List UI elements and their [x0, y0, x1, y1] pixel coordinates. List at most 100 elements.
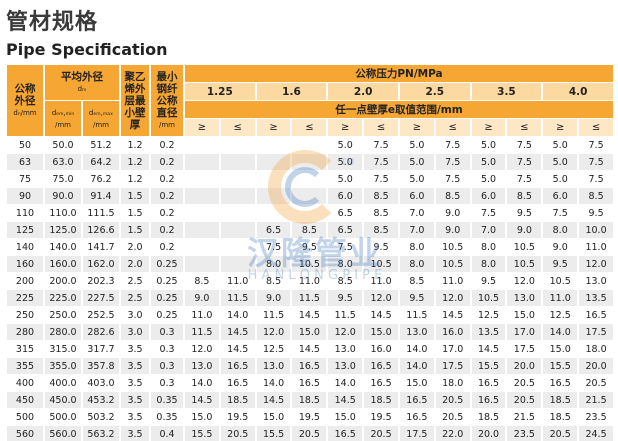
cell: 8.5	[364, 222, 398, 238]
cell: 5.0	[328, 137, 363, 153]
cell: 15.0	[256, 409, 291, 425]
cell: 1.2	[121, 137, 149, 153]
cell: 1.2	[121, 154, 149, 170]
cell: 0.35	[151, 409, 183, 425]
cell: 317.7	[83, 341, 119, 357]
cell: 14.0	[399, 358, 434, 374]
cell: 16.5	[292, 375, 327, 391]
cell: 16.5	[364, 358, 398, 374]
cell: 12.5	[256, 341, 291, 357]
cell: 0.3	[151, 375, 183, 391]
cell: 8.0	[256, 256, 291, 272]
body-row: 355 355.0 357.8 3.5 0.3 13.0 16.5 13.0 16.5 13.0 1…	[7, 358, 613, 374]
empty-cell	[220, 154, 255, 170]
cell: 0.4	[151, 426, 183, 441]
cell: 13.0	[185, 358, 219, 374]
cell: 315.0	[45, 341, 81, 357]
cell: 5.0	[471, 137, 506, 153]
header-row: 1.25 1.6 2.0 2.5 3.5 4.0	[7, 83, 613, 100]
cell: 22.0	[435, 426, 470, 441]
cell: 14.5	[292, 341, 327, 357]
cell: 16.5	[399, 392, 434, 408]
cell: 17.5	[579, 324, 613, 340]
cell: 141.7	[83, 239, 119, 255]
cell: 503.2	[83, 409, 119, 425]
body-row: 280 280.0 282.6 3.0 0.3 11.5 14.5 12.0 15.0 12.0 1…	[7, 324, 613, 340]
cell: 16.5	[471, 375, 506, 391]
cell: 0.2	[151, 222, 183, 238]
cell: 7.5	[543, 205, 578, 221]
cell: 10.0	[579, 222, 613, 238]
header-text: 平均外径	[61, 70, 103, 83]
cell: 14.5	[220, 324, 255, 340]
cell: 0.3	[151, 358, 183, 374]
cell: 91.4	[83, 188, 119, 204]
header-cell: dₑₘ,ₘₐₓ /mm	[83, 101, 119, 136]
cell: 19.5	[364, 409, 398, 425]
cell: 50.0	[45, 137, 81, 153]
cell: 15.0	[328, 409, 363, 425]
cell: 12.0	[579, 256, 613, 272]
cell: 7.5	[328, 239, 363, 255]
cell: 282.6	[83, 324, 119, 340]
cell: 5.0	[543, 137, 578, 153]
empty-cell	[220, 222, 255, 238]
cell: 11.0	[292, 273, 327, 289]
cell: 16.5	[292, 358, 327, 374]
cell: 17.0	[435, 341, 470, 357]
cell: 3.5	[121, 426, 149, 441]
cell: 403.0	[83, 375, 119, 391]
cell: 5.0	[543, 171, 578, 187]
cell: 9.0	[435, 205, 470, 221]
cell: 18.5	[292, 392, 327, 408]
cell: 1.5	[121, 188, 149, 204]
cell: 2.5	[121, 273, 149, 289]
cell: 5.0	[471, 171, 506, 187]
cell: 3.0	[121, 324, 149, 340]
cell: 13.0	[579, 273, 613, 289]
cell: 17.5	[435, 358, 470, 374]
cell: 280	[7, 324, 43, 340]
le-cell: ≤	[579, 119, 613, 136]
cell: 63.0	[45, 154, 81, 170]
cell: 8.0	[399, 239, 434, 255]
empty-cell	[185, 222, 219, 238]
cell: 0.2	[151, 171, 183, 187]
cell: 250	[7, 307, 43, 323]
cell: 16.5	[579, 307, 613, 323]
cell: 7.0	[399, 205, 434, 221]
cell: 0.2	[151, 188, 183, 204]
header-row: ≥ ≤ ≥ ≤ ≥ ≤ ≥ ≤ ≥ ≤ ≥ ≤	[7, 119, 613, 136]
cell: 16.0	[364, 341, 398, 357]
cell: 5.0	[399, 137, 434, 153]
cell: 13.5	[579, 290, 613, 306]
cell: 227.5	[83, 290, 119, 306]
cell: 18.5	[364, 392, 398, 408]
cell: 560	[7, 426, 43, 441]
cell: 5.0	[399, 171, 434, 187]
cell: 450	[7, 392, 43, 408]
cell: 7.5	[435, 137, 470, 153]
cell: 1.2	[121, 171, 149, 187]
cell: 14.5	[364, 307, 398, 323]
cell: 20.5	[435, 392, 470, 408]
cell: 20.0	[507, 358, 542, 374]
pressure-cell: 4.0	[543, 83, 613, 100]
cell: 16.5	[543, 375, 578, 391]
cell: 200	[7, 273, 43, 289]
cell: 24.5	[579, 426, 613, 441]
cell: 0.25	[151, 273, 183, 289]
cell: 8.5	[364, 205, 398, 221]
cell: 3.0	[121, 307, 149, 323]
cell: 0.2	[151, 137, 183, 153]
cell: 110.0	[45, 205, 81, 221]
cell: 9.0	[256, 290, 291, 306]
cell: 355.0	[45, 358, 81, 374]
cell: 11.5	[220, 290, 255, 306]
cell: 8.0	[328, 256, 363, 272]
header-cell: 最小钢纤公称直径/mm	[151, 65, 183, 136]
cell: 160.0	[45, 256, 81, 272]
cell: 15.0	[292, 324, 327, 340]
cell: 10.5	[292, 256, 327, 272]
cell: 11.5	[399, 307, 434, 323]
